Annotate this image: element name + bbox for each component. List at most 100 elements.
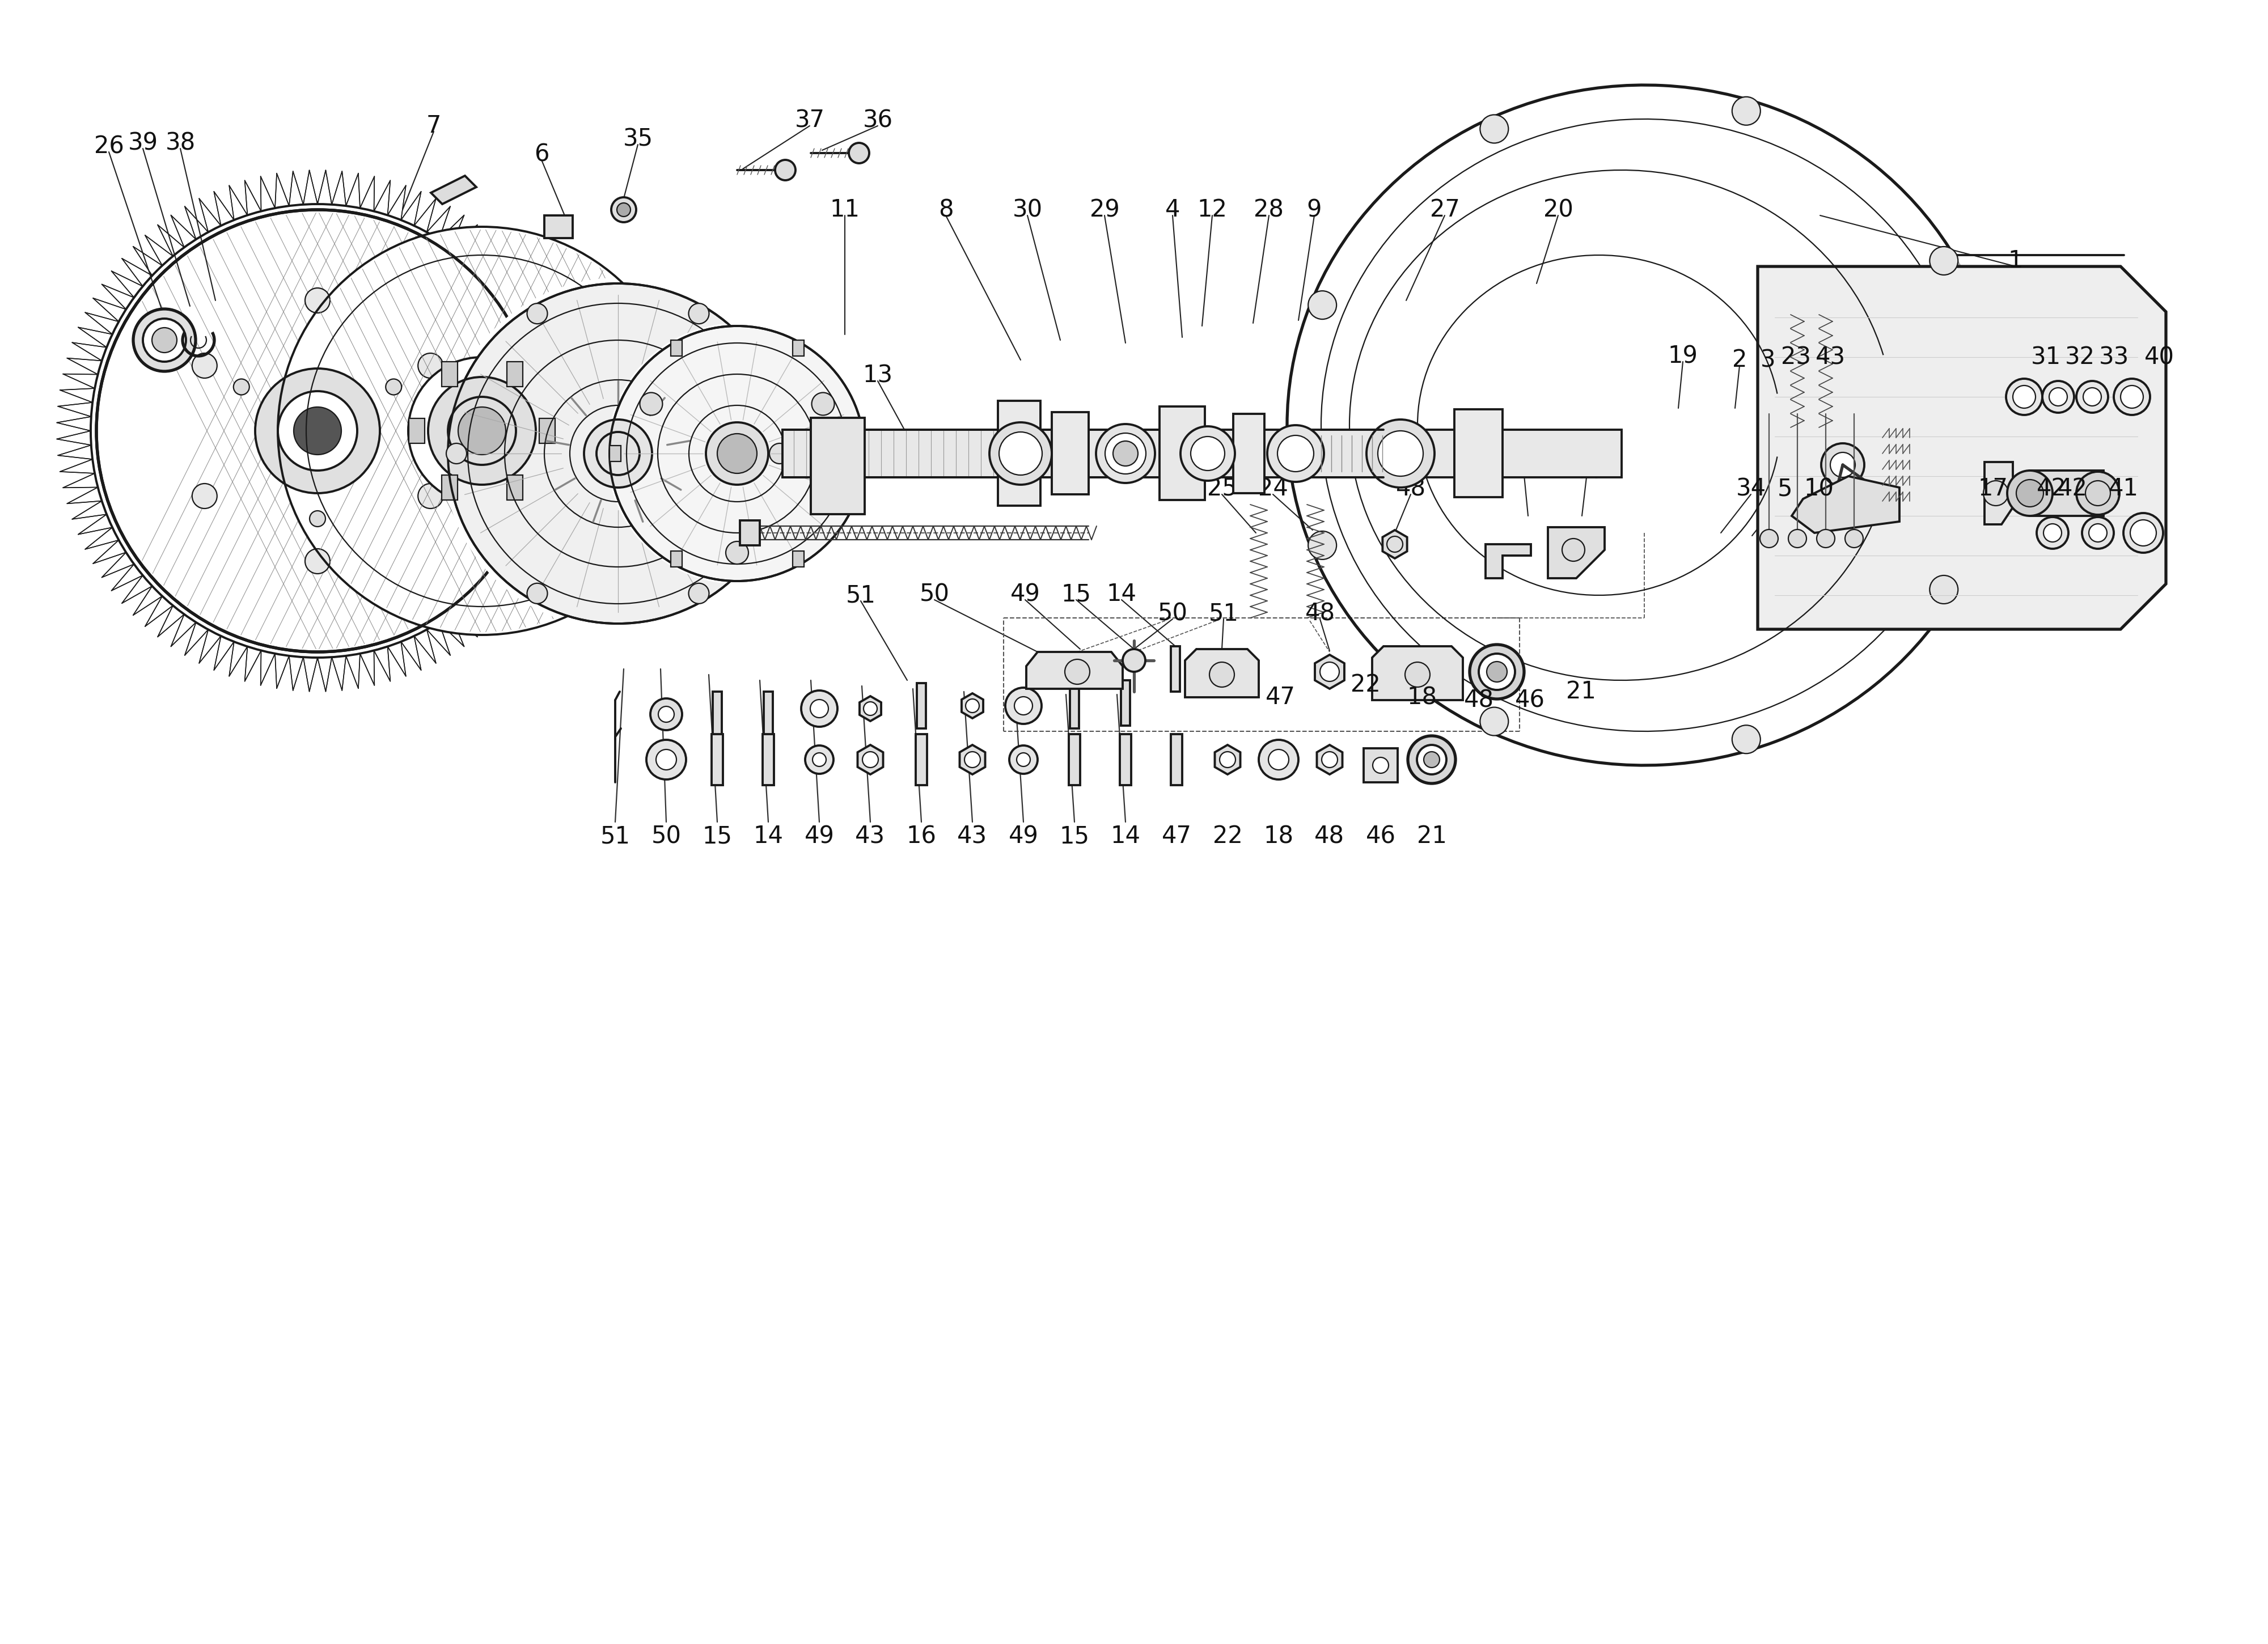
- Polygon shape: [538, 373, 572, 388]
- Circle shape: [1123, 649, 1145, 672]
- Circle shape: [1309, 531, 1336, 559]
- Circle shape: [966, 699, 980, 712]
- Text: 33: 33: [2098, 345, 2130, 368]
- Text: 31: 31: [2030, 345, 2062, 368]
- Circle shape: [408, 357, 556, 505]
- Circle shape: [585, 419, 653, 488]
- Circle shape: [2082, 388, 2100, 406]
- Circle shape: [1733, 97, 1760, 125]
- Bar: [712, 692, 721, 737]
- Circle shape: [1281, 62, 2007, 787]
- Circle shape: [277, 391, 358, 470]
- Polygon shape: [1383, 529, 1406, 559]
- Text: 8: 8: [939, 197, 953, 222]
- Circle shape: [1191, 437, 1225, 470]
- Text: 40: 40: [2143, 345, 2175, 368]
- Polygon shape: [134, 247, 163, 276]
- Text: 11: 11: [830, 197, 860, 222]
- Circle shape: [234, 380, 249, 395]
- Bar: [1170, 735, 1182, 786]
- Circle shape: [776, 159, 796, 181]
- Circle shape: [640, 393, 662, 416]
- Polygon shape: [508, 298, 542, 322]
- Circle shape: [408, 357, 556, 505]
- Text: 15: 15: [1059, 824, 1089, 848]
- Text: 48: 48: [1463, 689, 1495, 712]
- Polygon shape: [451, 605, 476, 636]
- Polygon shape: [544, 215, 572, 238]
- Circle shape: [1268, 426, 1325, 482]
- Bar: [408, 418, 424, 444]
- Text: 49: 49: [1009, 824, 1039, 848]
- Circle shape: [193, 353, 218, 378]
- Polygon shape: [1792, 477, 1901, 533]
- Circle shape: [408, 357, 556, 505]
- Circle shape: [1005, 687, 1041, 723]
- Polygon shape: [274, 654, 288, 689]
- Text: 50: 50: [651, 824, 680, 848]
- Circle shape: [408, 357, 556, 505]
- Polygon shape: [318, 658, 331, 692]
- Polygon shape: [1184, 649, 1259, 697]
- Bar: [1159, 406, 1204, 500]
- Polygon shape: [962, 694, 984, 718]
- Circle shape: [447, 444, 467, 464]
- Circle shape: [1417, 745, 1447, 774]
- Polygon shape: [792, 340, 803, 355]
- Circle shape: [1846, 529, 1864, 547]
- Polygon shape: [361, 651, 374, 686]
- Polygon shape: [304, 658, 318, 692]
- Circle shape: [862, 751, 878, 768]
- Polygon shape: [857, 745, 882, 774]
- Bar: [764, 692, 773, 737]
- Bar: [762, 735, 773, 786]
- Circle shape: [769, 444, 789, 464]
- Bar: [739, 521, 760, 546]
- Circle shape: [295, 408, 340, 455]
- Polygon shape: [102, 284, 134, 309]
- Polygon shape: [388, 186, 406, 220]
- Polygon shape: [122, 575, 152, 603]
- Polygon shape: [261, 651, 274, 686]
- Circle shape: [812, 753, 826, 766]
- Text: 3: 3: [1760, 349, 1776, 372]
- Polygon shape: [472, 247, 501, 276]
- Circle shape: [2041, 381, 2073, 413]
- Circle shape: [2089, 524, 2107, 543]
- Polygon shape: [86, 312, 118, 334]
- Circle shape: [2016, 480, 2043, 506]
- Text: 44: 44: [1572, 460, 1601, 483]
- Polygon shape: [93, 298, 127, 322]
- Text: 18: 18: [1406, 686, 1438, 709]
- Polygon shape: [492, 271, 524, 298]
- Circle shape: [1470, 644, 1524, 699]
- Circle shape: [689, 304, 710, 324]
- Circle shape: [193, 483, 218, 508]
- Text: 38: 38: [166, 132, 195, 155]
- Circle shape: [408, 357, 556, 505]
- Circle shape: [2050, 388, 2068, 406]
- Circle shape: [408, 357, 556, 505]
- Text: 17: 17: [1978, 477, 2007, 500]
- Polygon shape: [1984, 462, 2014, 524]
- Polygon shape: [540, 388, 576, 403]
- Circle shape: [2077, 381, 2109, 413]
- Circle shape: [408, 357, 556, 505]
- Circle shape: [408, 357, 556, 505]
- Circle shape: [1320, 663, 1338, 681]
- Circle shape: [408, 357, 556, 505]
- Circle shape: [408, 357, 556, 505]
- Polygon shape: [463, 235, 490, 266]
- Polygon shape: [213, 636, 234, 671]
- Polygon shape: [1547, 528, 1606, 579]
- Circle shape: [1365, 419, 1436, 488]
- Polygon shape: [347, 173, 361, 209]
- Text: 7: 7: [426, 113, 442, 138]
- Circle shape: [2114, 378, 2150, 414]
- Polygon shape: [361, 176, 374, 210]
- Text: 42: 42: [2057, 477, 2087, 500]
- Polygon shape: [200, 630, 220, 663]
- Polygon shape: [213, 191, 234, 225]
- Circle shape: [1379, 431, 1424, 477]
- Bar: [2030, 470, 2105, 516]
